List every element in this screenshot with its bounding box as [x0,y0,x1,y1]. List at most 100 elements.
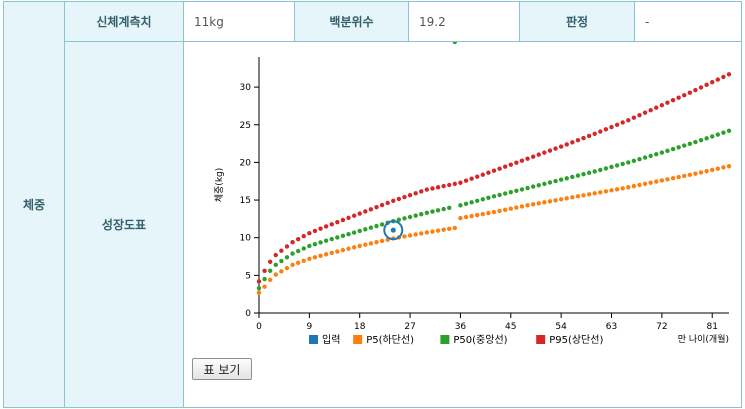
curve-point [547,148,553,153]
curve-point [564,176,569,181]
curve-point [407,233,413,238]
curve-point [452,42,458,45]
curve-point [637,182,642,188]
curve-point [335,249,340,254]
curve-point [514,188,519,193]
curve-point [491,209,497,215]
legend-swatch [536,335,546,344]
curve-point [659,178,665,183]
curve-point [704,136,709,141]
curve-point [525,185,530,191]
curve-point [312,228,318,234]
curve-point [704,168,709,174]
curve-point [687,141,693,147]
measure-value: 11kg [194,14,224,29]
curve-point [564,142,569,147]
curve-point [637,156,642,162]
curve-point [519,204,525,209]
curve-point [502,191,508,196]
curve-point [368,207,374,212]
curve-point [447,226,452,232]
curve-point [698,85,704,90]
curve-point [301,246,306,251]
curve-point [267,268,273,274]
curve-point [267,259,273,264]
row-label-weight: 체중 [3,1,65,408]
curve-point [374,223,379,229]
y-tick-label: 15 [240,196,251,206]
curve-point [659,150,665,155]
measure-value-cell: 11kg [183,1,295,42]
curve-point [458,203,463,208]
curve-point [519,158,525,163]
curve-point [642,110,648,115]
curve-point [256,279,262,284]
curve-point [603,189,609,194]
curve-point [614,163,620,168]
y-tick-label: 0 [245,309,251,319]
curve-point [715,166,721,171]
curve-point [508,206,513,211]
curve-point [480,172,486,177]
curve-point [363,209,368,214]
curve-point [575,194,581,199]
curve-point [631,158,637,163]
table-view-button[interactable]: 표 보기 [192,358,252,380]
curve-point [670,97,676,103]
growth-chart: 0 5 10 15 20 25 30 0 9 18 27 36 45 54 63 72 81 체중(kg) 만 나이… [214,42,732,346]
curve-point [581,172,586,177]
curve-point [704,82,709,88]
curve-point [346,215,351,221]
legend-swatch [353,335,363,344]
curve-point [637,113,642,118]
curve-point [435,185,441,190]
curve-point [469,213,474,219]
curve-point [581,193,586,198]
curve-point [648,153,653,159]
curve-point [670,146,676,152]
curve-point [351,230,357,235]
curve-point [542,150,547,155]
curve-point [323,252,329,257]
curve-point [463,201,469,207]
y-tick-label: 20 [240,158,252,168]
curve-point [682,143,687,148]
input-marker-point [390,227,396,233]
curve-point [284,265,290,271]
curve-point [295,248,301,254]
curve-point [598,190,603,195]
curve-point [715,132,721,137]
curve-point [592,131,597,136]
curve-point [284,244,290,249]
curve-point [318,240,323,245]
curve-point [570,174,575,180]
curve-point [295,237,301,242]
legend-label: 입력 [322,333,340,346]
x-tick-label: 45 [505,322,516,332]
curve-point [419,189,424,194]
curve-point [301,258,306,263]
curve-point [665,148,670,154]
curve-point [530,184,536,189]
curve-point [379,202,385,208]
curve-point [676,145,681,150]
curve-point [626,185,631,190]
curve-point [351,245,357,250]
curve-point [407,192,413,198]
x-tick-label: 81 [706,322,717,332]
curve-point [570,140,575,145]
curve-point [424,187,430,192]
curve-point [396,217,402,222]
percentile-value-cell: 19.2 [408,1,520,42]
curve-point [542,181,547,187]
curve-point [626,160,631,165]
curve-point [721,130,726,135]
curve-point [575,173,581,178]
curve-point [620,120,625,125]
curve-point [603,127,609,132]
curve-point [558,177,564,182]
curve-point [654,179,659,184]
curve-point [525,156,530,161]
curve-point [413,232,418,237]
curve-point [279,248,284,253]
